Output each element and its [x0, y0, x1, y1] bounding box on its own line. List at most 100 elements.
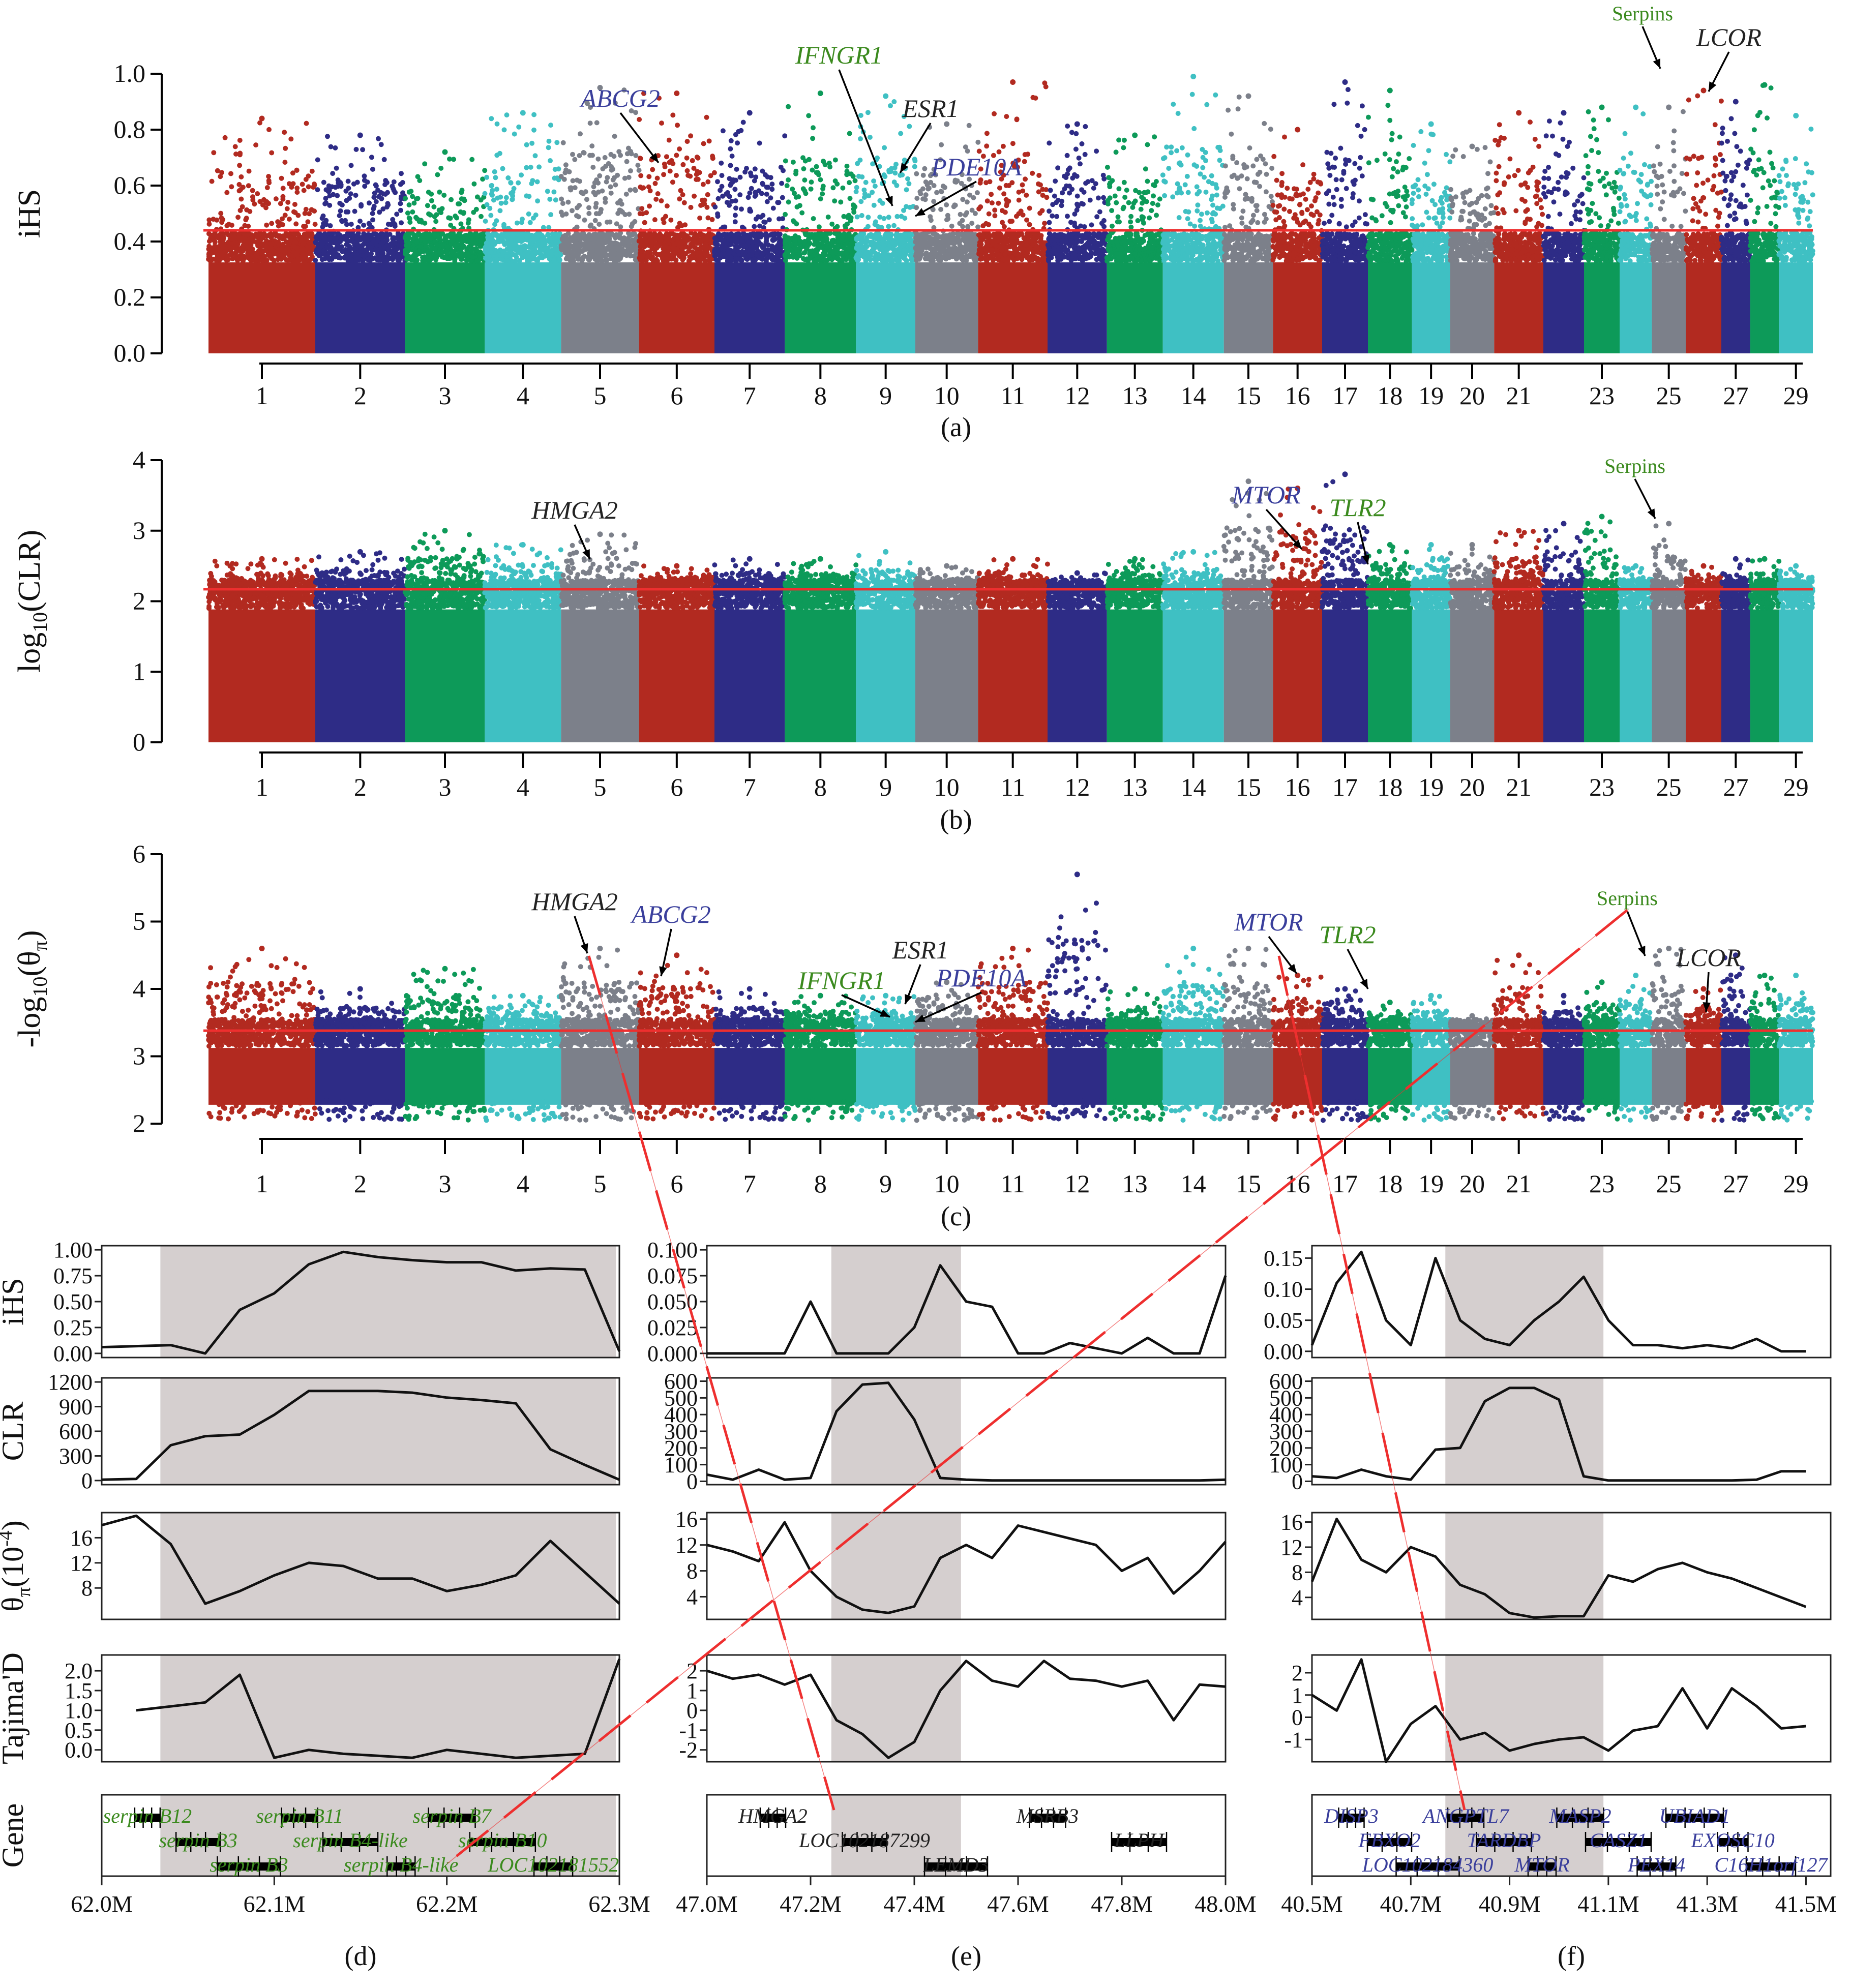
data-point [375, 238, 380, 244]
data-point [493, 175, 498, 180]
data-point [692, 255, 697, 260]
data-point [474, 248, 479, 253]
data-point [303, 211, 308, 216]
data-point [385, 190, 390, 195]
data-point [729, 138, 734, 143]
data-point [206, 247, 211, 252]
data-point [624, 159, 630, 164]
data-point [754, 243, 759, 248]
data-point [480, 235, 485, 240]
data-point [582, 218, 587, 223]
data-point [431, 204, 436, 209]
data-point [346, 251, 351, 256]
data-point [265, 185, 270, 190]
data-point [685, 173, 691, 178]
data-point [359, 202, 364, 207]
data-point [376, 194, 381, 199]
data-point [733, 132, 738, 137]
data-point [422, 221, 427, 226]
data-point [299, 237, 304, 242]
data-point [765, 185, 770, 190]
data-point [498, 248, 503, 253]
data-point [404, 234, 409, 239]
data-point [571, 178, 576, 183]
data-point [470, 254, 475, 259]
data-point [386, 257, 391, 262]
data-point [284, 244, 289, 249]
data-point [682, 200, 687, 205]
data-point [669, 257, 674, 262]
data-point [615, 173, 620, 178]
data-point [237, 150, 243, 156]
data-point [689, 205, 694, 210]
data-point [484, 175, 489, 180]
data-point [685, 168, 690, 173]
data-point [749, 173, 754, 178]
data-point [638, 173, 643, 178]
data-point [560, 237, 565, 242]
data-point [779, 181, 784, 186]
data-point [557, 257, 562, 262]
data-point [548, 123, 553, 128]
data-point [574, 244, 579, 249]
data-point [483, 245, 488, 250]
data-point [210, 179, 215, 184]
data-point [250, 188, 255, 193]
data-point [275, 252, 280, 257]
data-point [253, 142, 258, 147]
data-point [503, 200, 509, 205]
data-point [344, 255, 349, 260]
data-point [753, 194, 758, 199]
data-point [746, 253, 751, 258]
data-point [241, 244, 246, 249]
data-point [497, 208, 502, 213]
data-point [458, 221, 463, 226]
data-point [547, 139, 552, 144]
data-point [294, 190, 300, 195]
data-point [300, 182, 305, 187]
data-point [535, 231, 540, 236]
data-point [752, 232, 757, 237]
data-point [325, 253, 330, 258]
data-point [424, 243, 429, 248]
data-point [668, 218, 673, 223]
data-point [630, 237, 635, 243]
data-point [597, 173, 602, 178]
data-point [381, 256, 386, 261]
data-point [525, 254, 530, 259]
data-point [267, 253, 273, 258]
data-point [637, 255, 642, 260]
data-point [524, 193, 529, 198]
data-point [759, 232, 764, 237]
data-point [255, 191, 260, 196]
data-point [545, 189, 550, 194]
data-point [505, 175, 511, 180]
data-point [786, 199, 791, 204]
data-point [234, 247, 239, 252]
data-point [231, 236, 236, 242]
data-point [306, 173, 311, 178]
data-point [370, 248, 375, 253]
data-point [723, 245, 728, 250]
data-point [637, 117, 642, 122]
data-point [287, 257, 292, 262]
data-point [240, 204, 245, 209]
data-point [604, 179, 609, 185]
chromosome-band [405, 262, 485, 353]
data-point [370, 167, 375, 172]
y-tick-label: 0.2 [114, 283, 146, 311]
data-point [353, 258, 359, 263]
data-point [707, 138, 712, 143]
data-point [485, 231, 490, 236]
data-point [691, 242, 696, 247]
data-point [705, 179, 710, 185]
data-point [367, 221, 372, 226]
data-point [293, 210, 298, 215]
data-point [567, 169, 572, 174]
data-point [682, 222, 688, 227]
data-point [485, 202, 490, 207]
data-point [320, 257, 325, 262]
data-point [577, 179, 582, 184]
data-point [494, 187, 499, 192]
